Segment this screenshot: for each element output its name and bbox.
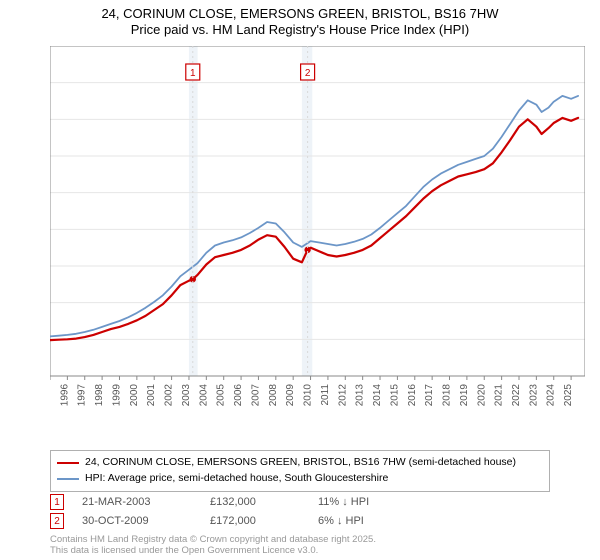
sale-marker-delta-2: 6% ↓ HPI (318, 515, 364, 527)
svg-text:1999: 1999 (111, 384, 122, 407)
svg-text:1: 1 (190, 68, 196, 79)
sale-marker-badge-1: 1 (50, 494, 64, 510)
svg-text:2011: 2011 (320, 384, 331, 406)
svg-text:2007: 2007 (250, 384, 261, 407)
sale-marker-row-1: 1 21-MAR-2003 £132,000 11% ↓ HPI (50, 494, 570, 510)
sale-marker-price-1: £132,000 (210, 496, 300, 508)
legend-swatch-hpi (57, 478, 79, 480)
legend-label-price-paid: 24, CORINUM CLOSE, EMERSONS GREEN, BRIST… (85, 455, 516, 471)
svg-text:2024: 2024 (546, 384, 557, 407)
svg-text:2013: 2013 (355, 384, 366, 407)
svg-text:2010: 2010 (303, 384, 314, 407)
chart-svg: £0£50K£100K£150K£200K£250K£300K£350K£400… (50, 46, 585, 424)
svg-text:2002: 2002 (164, 384, 175, 407)
legend-row-price-paid: 24, CORINUM CLOSE, EMERSONS GREEN, BRIST… (57, 455, 543, 471)
sale-marker-row-2: 2 30-OCT-2009 £172,000 6% ↓ HPI (50, 513, 570, 529)
svg-text:2019: 2019 (459, 384, 470, 407)
svg-text:2004: 2004 (198, 384, 209, 407)
svg-text:2018: 2018 (442, 384, 453, 407)
svg-text:1997: 1997 (77, 384, 88, 407)
svg-text:1995: 1995 (50, 384, 53, 407)
footer-line-1: Contains HM Land Registry data © Crown c… (50, 534, 376, 545)
svg-text:2000: 2000 (129, 384, 140, 407)
chart-container: 24, CORINUM CLOSE, EMERSONS GREEN, BRIST… (0, 0, 600, 560)
svg-text:2005: 2005 (216, 384, 227, 407)
svg-text:2003: 2003 (181, 384, 192, 407)
sale-marker-delta-1: 11% ↓ HPI (318, 496, 369, 508)
svg-text:2020: 2020 (476, 384, 487, 407)
svg-text:2022: 2022 (511, 384, 522, 407)
legend-row-hpi: HPI: Average price, semi-detached house,… (57, 471, 543, 487)
svg-text:2006: 2006 (233, 384, 244, 407)
svg-text:1998: 1998 (94, 384, 105, 407)
svg-text:2021: 2021 (494, 384, 505, 407)
svg-text:2017: 2017 (424, 384, 435, 407)
svg-text:2001: 2001 (146, 384, 157, 407)
footer-attribution: Contains HM Land Registry data © Crown c… (50, 534, 376, 557)
sale-markers-block: 1 21-MAR-2003 £132,000 11% ↓ HPI 2 30-OC… (50, 494, 570, 532)
sale-marker-date-2: 30-OCT-2009 (82, 515, 192, 527)
svg-text:2014: 2014 (372, 384, 383, 407)
sale-marker-date-1: 21-MAR-2003 (82, 496, 192, 508)
svg-text:2: 2 (305, 68, 311, 79)
svg-text:2008: 2008 (268, 384, 279, 407)
svg-text:2015: 2015 (389, 384, 400, 407)
legend-box: 24, CORINUM CLOSE, EMERSONS GREEN, BRIST… (50, 450, 550, 492)
title-line-2: Price paid vs. HM Land Registry's House … (0, 22, 600, 38)
svg-text:2025: 2025 (563, 384, 574, 407)
footer-line-2: This data is licensed under the Open Gov… (50, 545, 376, 556)
svg-text:2023: 2023 (528, 384, 539, 407)
sale-marker-badge-2: 2 (50, 513, 64, 529)
svg-text:1996: 1996 (59, 384, 70, 407)
svg-text:2009: 2009 (285, 384, 296, 407)
title-block: 24, CORINUM CLOSE, EMERSONS GREEN, BRIST… (0, 0, 600, 39)
title-line-1: 24, CORINUM CLOSE, EMERSONS GREEN, BRIST… (0, 6, 600, 22)
svg-text:2012: 2012 (337, 384, 348, 407)
chart-area: £0£50K£100K£150K£200K£250K£300K£350K£400… (50, 46, 585, 424)
legend-swatch-price-paid (57, 462, 79, 464)
svg-text:2016: 2016 (407, 384, 418, 407)
legend-label-hpi: HPI: Average price, semi-detached house,… (85, 471, 388, 487)
sale-marker-price-2: £172,000 (210, 515, 300, 527)
